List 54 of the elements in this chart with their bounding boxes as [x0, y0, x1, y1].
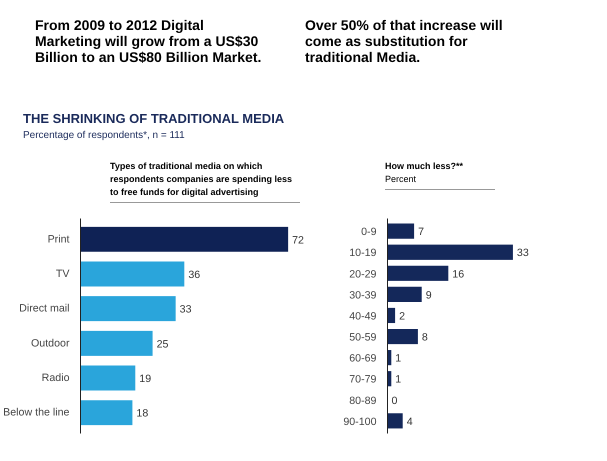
data-label: 72	[292, 234, 304, 246]
y-tick-label: 70-79	[349, 374, 377, 386]
y-tick-label: 20-29	[349, 268, 377, 280]
y-tick-label: 40-49	[349, 310, 377, 322]
y-tick-label: TV	[56, 268, 70, 280]
y-tick-label: Below the line	[3, 406, 70, 419]
bar	[388, 286, 422, 302]
y-tick-label: 90-100	[343, 416, 377, 428]
y-tick-label: 50-59	[349, 332, 377, 344]
y-tick-label: Direct mail	[19, 302, 70, 315]
bar	[388, 224, 414, 239]
bar	[388, 350, 392, 366]
bar	[388, 328, 418, 344]
data-label: 16	[452, 268, 464, 280]
chart-subtitle: Percentage of respondents*, n = 111	[23, 128, 186, 143]
data-label: 33	[516, 247, 529, 260]
data-label: 1	[395, 374, 402, 386]
bar	[80, 296, 176, 322]
data-label: 7	[418, 226, 424, 238]
y-tick-label: Outdoor	[30, 337, 70, 350]
bar	[80, 262, 184, 286]
y-tick-label: 10-19	[349, 247, 377, 260]
data-label: 0	[392, 394, 398, 407]
bar	[80, 366, 136, 390]
y-tick-label: 60-69	[349, 352, 377, 365]
bar	[388, 308, 396, 324]
data-label: 1	[395, 352, 402, 365]
chart-title: How much less?**	[385, 161, 464, 171]
bar	[388, 244, 513, 260]
bar	[388, 413, 403, 428]
chart-subtitle: Percent	[385, 174, 416, 184]
y-tick-label: 80-89	[349, 394, 377, 407]
data-label: 25	[156, 338, 169, 350]
y-tick-label: Radio	[42, 372, 70, 384]
data-label: 36	[188, 268, 200, 281]
text: From 2009 to 2012 Digital Marketing will grow from a US$30 Billion to an US$80 Billion Market.	[35, 17, 262, 66]
data-label: 19	[139, 373, 152, 386]
bar	[80, 400, 132, 426]
bar	[80, 226, 288, 252]
bar	[80, 330, 153, 356]
data-label: 4	[406, 416, 413, 428]
data-label: 33	[180, 304, 192, 316]
data-label: 18	[136, 408, 148, 420]
data-label: 2	[399, 310, 406, 322]
y-tick-label: Print	[48, 233, 70, 246]
bar	[388, 371, 392, 386]
chart-title: THE SHRINKING OF TRADITIONAL MEDIA	[23, 110, 284, 128]
bar	[388, 266, 448, 281]
data-label: 9	[426, 289, 432, 302]
data-label: 8	[422, 332, 428, 344]
text: Over 50% of that increase will come as substitution for traditional Media.	[305, 17, 504, 66]
text: Types of traditional media on which respondents companies are spending less to free funds for digital advertising	[110, 160, 300, 203]
y-tick-label: 0-9	[361, 226, 377, 238]
y-tick-label: 30-39	[349, 289, 377, 302]
